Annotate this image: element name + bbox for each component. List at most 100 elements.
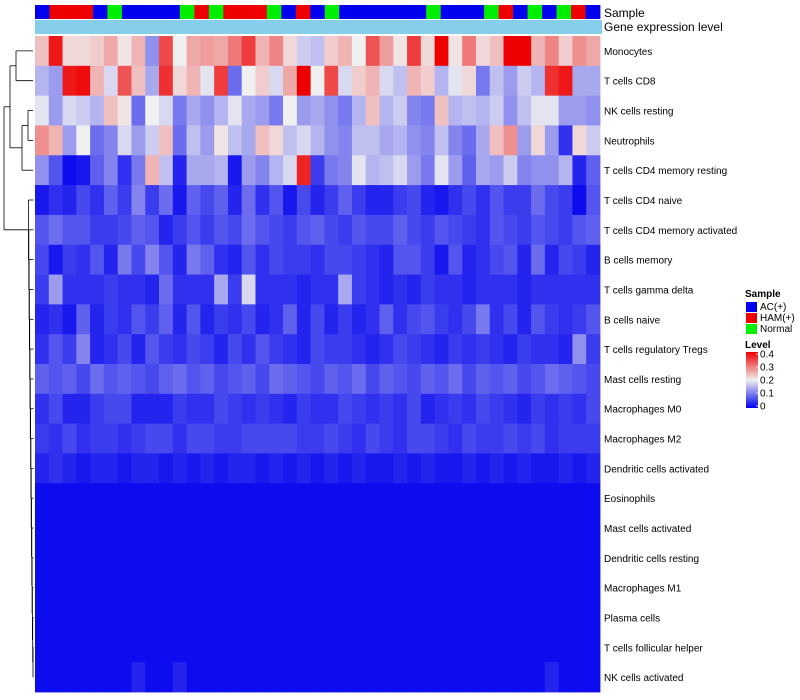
heatmap-cell — [586, 334, 601, 365]
heatmap-cell — [544, 423, 560, 454]
heatmap-cell — [214, 65, 229, 97]
heatmap-cell — [503, 304, 518, 335]
heatmap-cell — [324, 36, 339, 67]
heatmap-cell — [544, 95, 560, 126]
heatmap-cell — [186, 483, 201, 514]
heatmap-cell — [227, 602, 243, 633]
heatmap-cell — [489, 155, 504, 186]
heatmap-cell — [407, 334, 422, 365]
heatmap-cell — [407, 155, 422, 186]
heatmap-cell — [586, 542, 601, 574]
heatmap-cell — [227, 572, 243, 603]
heatmap-cell — [393, 602, 408, 633]
heatmap-cell — [283, 662, 298, 693]
heatmap-cell — [503, 393, 518, 425]
heatmap-cell — [379, 542, 394, 574]
heatmap-cell — [200, 244, 215, 275]
row-label: T cells regulatory Tregs — [604, 345, 708, 356]
heatmap-cell — [255, 95, 270, 126]
sample-annotation-cell — [266, 5, 282, 19]
sample-annotation-cell — [179, 5, 195, 19]
heatmap-cell — [186, 304, 201, 335]
heatmap-cell — [255, 185, 270, 216]
heatmap-cell — [393, 572, 408, 603]
heatmap-cell — [159, 304, 174, 335]
heatmap-cell — [379, 334, 394, 365]
sample-annotation-cell — [223, 5, 239, 19]
heatmap-cell — [172, 423, 187, 454]
heatmap-cell — [35, 36, 50, 67]
heatmap-cell — [448, 155, 463, 186]
heatmap-cell — [586, 423, 601, 454]
heatmap-cell — [76, 602, 91, 633]
heatmap-cell — [351, 244, 367, 275]
heatmap-cell — [434, 483, 449, 514]
heatmap-cell — [503, 36, 518, 67]
heatmap-cell — [103, 334, 119, 365]
heatmap-cell — [283, 483, 298, 514]
heatmap-cell — [269, 334, 284, 365]
heatmap-cell — [159, 602, 174, 633]
heatmap-cell — [172, 334, 187, 365]
heatmap-cell — [62, 542, 77, 574]
heatmap-cell — [379, 185, 394, 216]
heatmap-cell — [544, 304, 560, 335]
heatmap-cell — [48, 36, 63, 67]
heatmap-cell — [462, 214, 477, 246]
heatmap-cell — [544, 214, 560, 246]
heatmap-cell — [76, 125, 91, 156]
legend-tick-label: 0.3 — [760, 363, 774, 374]
heatmap-cell — [379, 632, 394, 663]
heatmap-cell — [503, 542, 518, 574]
heatmap-cell — [572, 155, 587, 186]
sample-annotation-label: Sample — [604, 6, 645, 20]
heatmap-cell — [159, 244, 174, 275]
heatmap-cell — [531, 513, 546, 544]
row-label: T cells CD8 — [604, 77, 656, 88]
heatmap-cell — [379, 364, 394, 395]
heatmap-cell — [558, 274, 573, 305]
heatmap-cell — [434, 662, 449, 693]
heatmap-cell — [434, 393, 449, 425]
heatmap-cell — [434, 334, 449, 365]
heatmap-cell — [531, 36, 546, 67]
heatmap-cell — [475, 304, 491, 335]
heatmap-cell — [393, 632, 408, 663]
heatmap-cell — [489, 602, 504, 633]
heatmap-cell — [365, 334, 380, 365]
heatmap-cell — [338, 274, 353, 305]
row-label: Dendritic cells resting — [604, 554, 699, 565]
heatmap-cell — [283, 95, 298, 126]
heatmap-cell — [407, 214, 422, 246]
heatmap-cell — [227, 423, 243, 454]
heatmap-cell — [214, 36, 229, 67]
heatmap-cell — [214, 334, 229, 365]
legend-group-label: HAM(+) — [760, 313, 795, 324]
heatmap-cell — [35, 65, 50, 97]
heatmap-cell — [172, 36, 187, 67]
sample-annotation-cell — [397, 5, 413, 19]
heatmap-cell — [544, 572, 560, 603]
heatmap-cell — [351, 542, 367, 574]
heatmap-cell — [103, 304, 119, 335]
heatmap-cell — [172, 542, 187, 574]
expression-annotation-label: Gene expression level — [604, 20, 723, 34]
heatmap-cell — [283, 572, 298, 603]
heatmap-cell — [351, 36, 367, 67]
heatmap-cell — [159, 214, 174, 246]
heatmap-cell — [48, 542, 63, 574]
sample-annotation-cell — [165, 5, 181, 19]
heatmap-cell — [572, 453, 587, 484]
heatmap-cell — [90, 155, 105, 186]
legend-swatch — [746, 302, 757, 312]
sample-annotation-cell — [585, 5, 601, 19]
heatmap-cell — [517, 393, 532, 425]
heatmap-cell — [517, 423, 532, 454]
heatmap-cell — [131, 185, 146, 216]
heatmap-cell — [255, 244, 270, 275]
heatmap-cell — [255, 513, 270, 544]
sample-annotation-cell — [208, 5, 224, 19]
sample-annotation-cell — [368, 5, 384, 19]
heatmap-cell — [186, 423, 201, 454]
heatmap-cell — [269, 214, 284, 246]
